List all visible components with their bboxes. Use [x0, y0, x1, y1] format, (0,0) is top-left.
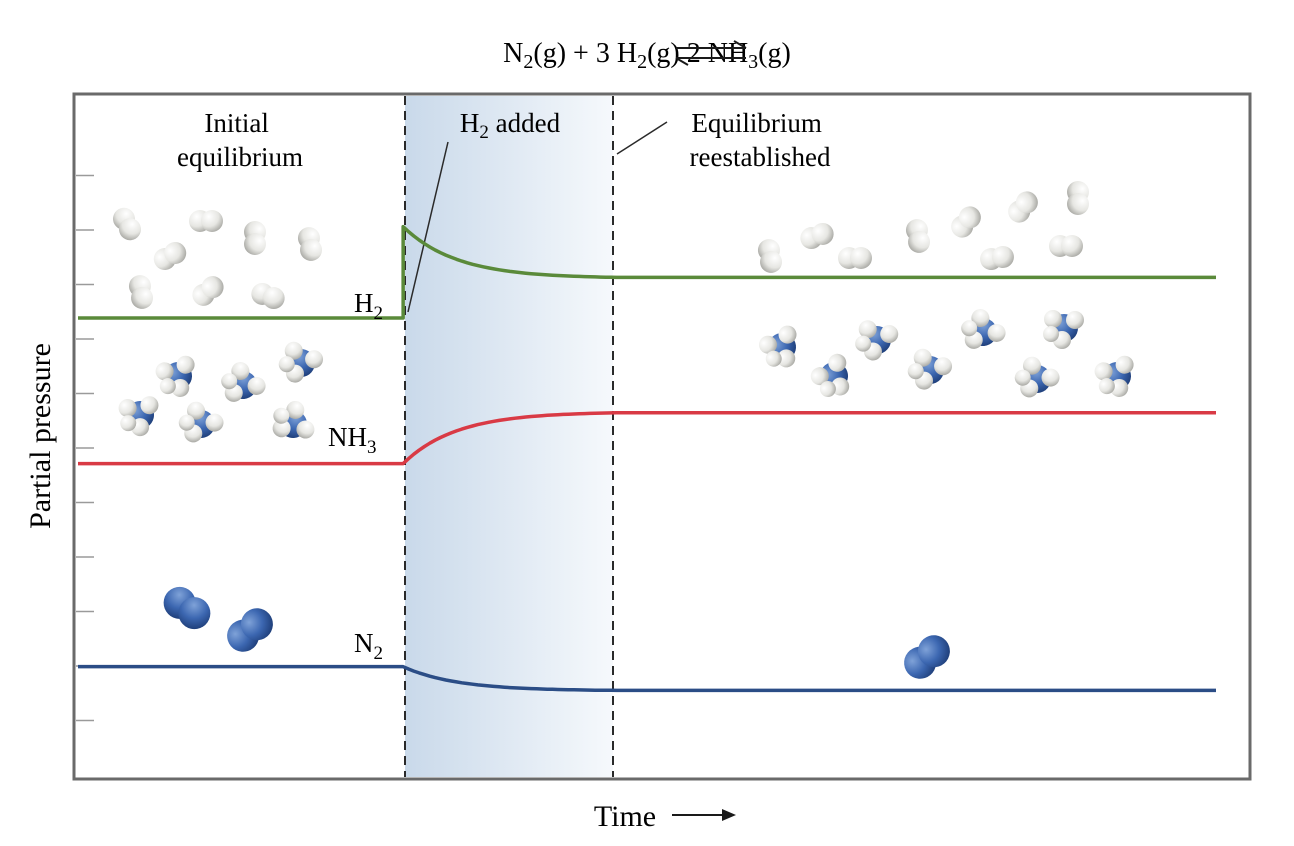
transition-shading — [405, 96, 613, 777]
equilibrium-leader-line — [616, 121, 668, 155]
y-axis-label: Partial pressure — [24, 343, 57, 529]
series-line-n2 — [78, 664, 1217, 693]
series-line-h2 — [78, 224, 1217, 320]
equilibrium-arrows-icon — [675, 40, 747, 66]
series-label-h2: H2 — [354, 288, 383, 324]
x-axis-label: Time — [594, 800, 656, 833]
chart-title: N2(g) + 3 H2(g) 2 NH3(g) — [503, 38, 791, 73]
h2-added-label: H2 added — [460, 108, 561, 143]
h2-added-leader-line — [407, 141, 449, 313]
initial-equilibrium-label: Initial equilibrium — [177, 108, 303, 172]
time-arrow-icon — [672, 809, 736, 821]
series-line-nh3 — [78, 411, 1217, 466]
equilibrium-reestablished-label: Equilibrium reestablished — [690, 108, 831, 172]
plot-area — [72, 92, 1252, 781]
series-label-nh3: NH3 — [328, 422, 377, 458]
series-label-n2: N2 — [354, 628, 383, 664]
